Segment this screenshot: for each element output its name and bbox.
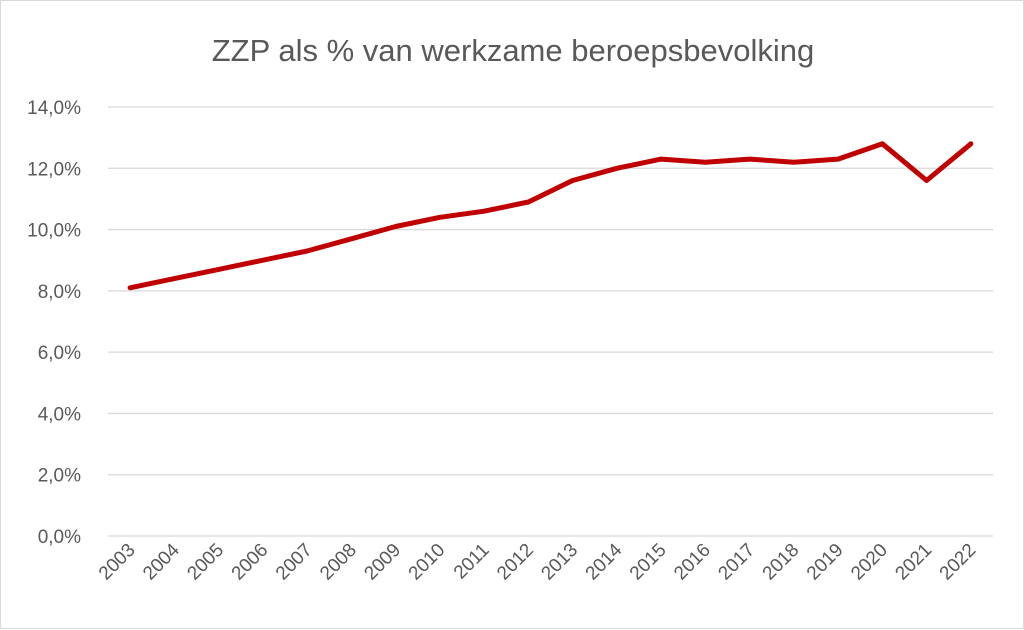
x-tick-label: 2007 <box>272 540 317 585</box>
x-tick-label: 2006 <box>228 540 273 585</box>
x-tick-label: 2008 <box>316 540 361 585</box>
x-tick-label: 2016 <box>670 540 715 585</box>
x-tick-label: 2022 <box>936 540 981 585</box>
series-layer <box>127 141 974 291</box>
gridlines <box>108 106 993 537</box>
y-axis-labels: 0,0% 2,0% 4,0% 6,0% 8,0% 10,0% 12,0% 14,0% <box>27 98 81 548</box>
y-tick-label: 6,0% <box>38 343 81 364</box>
x-tick-label: 2020 <box>847 540 892 585</box>
x-axis-labels: 2003 2004 2005 2006 2007 2008 2009 2010 2011 2012… <box>95 539 980 584</box>
x-tick-label: 2012 <box>493 540 538 585</box>
y-tick-label: 8,0% <box>38 282 81 303</box>
y-tick-label: 2,0% <box>38 466 81 487</box>
x-tick-label: 2018 <box>759 540 804 585</box>
x-tick-label: 2004 <box>139 539 184 584</box>
x-tick-label: 2019 <box>803 540 848 585</box>
x-tick-label: 2003 <box>95 540 140 585</box>
y-tick-label: 12,0% <box>27 159 81 180</box>
x-tick-label: 2017 <box>714 540 759 585</box>
y-tick-label: 0,0% <box>38 527 81 548</box>
y-tick-label: 10,0% <box>27 221 81 242</box>
x-tick-label: 2010 <box>405 540 450 585</box>
y-tick-label: 14,0% <box>27 98 81 119</box>
x-tick-label: 2011 <box>450 540 494 584</box>
x-tick-label: 2014 <box>582 539 627 584</box>
chart-title: ZZP als % van werkzame beroepsbevolking <box>212 33 815 68</box>
series-line <box>127 141 974 291</box>
y-tick-label: 4,0% <box>38 404 81 425</box>
x-tick-label: 2021 <box>891 540 936 585</box>
x-tick-label: 2009 <box>360 540 405 585</box>
x-tick-label: 2013 <box>537 540 582 585</box>
x-tick-label: 2005 <box>183 540 228 585</box>
x-tick-label: 2015 <box>626 540 671 585</box>
